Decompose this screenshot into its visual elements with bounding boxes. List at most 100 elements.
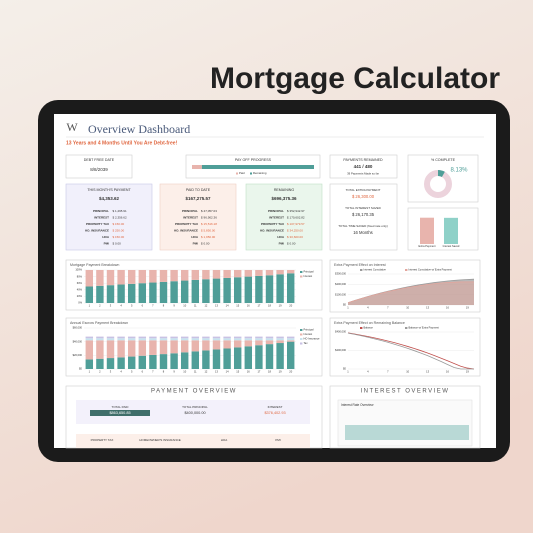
- bar-segment: [106, 338, 115, 341]
- bar-segment: [85, 286, 94, 303]
- panel: [407, 207, 479, 251]
- panel: [329, 317, 481, 377]
- panel: [245, 183, 323, 251]
- panel: [65, 154, 133, 179]
- bar-segment: [286, 336, 295, 339]
- bar-segment: [255, 270, 263, 276]
- label: PROPERTY TAX: [86, 222, 109, 226]
- bar-segment: [96, 270, 104, 286]
- x-tick-label: 2: [99, 370, 101, 374]
- bar-segment: [191, 338, 200, 341]
- bar-segment: [265, 336, 274, 339]
- x-tick-label: 8: [163, 304, 165, 308]
- bar-segment: [127, 336, 136, 339]
- y-tick-label: $60,000: [73, 326, 83, 330]
- bar-segment: [85, 359, 94, 369]
- bar-segment: [286, 273, 295, 303]
- label: $ 1,295.91: [112, 209, 127, 213]
- x-tick-label: 15: [236, 370, 239, 374]
- bar-segment: [138, 340, 147, 356]
- x-tick-label: 19: [466, 306, 469, 310]
- x-tick-label: 16: [247, 370, 250, 374]
- label: $ 0.00: [287, 241, 296, 245]
- x-tick-label: 13: [215, 370, 218, 374]
- bar-segment: [170, 270, 178, 282]
- x-tick-label: 14: [226, 370, 229, 374]
- bar-segment: [244, 340, 253, 347]
- subtitle: 13 Years and 4 Months Until You Are Debt…: [66, 140, 178, 146]
- bar-segment: [244, 346, 253, 369]
- x-tick-label: 5: [131, 370, 133, 374]
- x-tick-label: 1: [89, 304, 91, 308]
- bar-segment: [255, 340, 263, 346]
- x-tick-label: 10: [183, 304, 186, 308]
- x-tick-label: 19: [466, 370, 469, 374]
- x-tick-label: 10: [406, 370, 409, 374]
- bar-segment: [170, 340, 178, 354]
- x-tick-label: 8: [163, 370, 165, 374]
- bar-segment: [117, 357, 125, 369]
- x-tick-label: 4: [367, 370, 369, 374]
- label: INTEREST: [94, 215, 109, 219]
- x-tick-label: 9: [173, 304, 175, 308]
- bar-segment: [180, 338, 189, 341]
- bar-segment: [233, 277, 242, 303]
- bar-segment: [159, 354, 168, 369]
- column-header: HOMEOWNER'S INSURANCE: [139, 438, 181, 442]
- bar-segment: [149, 338, 157, 341]
- x-tick-label: Extra Payment: [418, 244, 435, 248]
- bar-segment: [127, 356, 136, 369]
- x-tick-label: 14: [226, 304, 229, 308]
- label: TOTAL TIME SAVED (fixed rate only): [338, 224, 388, 228]
- bar-segment: [170, 336, 178, 339]
- label: 8.13%: [450, 168, 468, 174]
- bar-segment: [276, 336, 284, 339]
- bar-segment: [180, 340, 189, 353]
- panel: [329, 183, 398, 251]
- bar-segment: [170, 338, 178, 341]
- y-tick-label: $0: [343, 367, 346, 371]
- logo: W: [66, 120, 78, 134]
- x-tick-label: 1: [347, 370, 349, 374]
- bar-segment: [96, 340, 104, 359]
- x-tick-label: 20: [289, 304, 292, 308]
- label: PRINCIPAL: [93, 209, 109, 213]
- bar-segment: [96, 338, 104, 341]
- column-header: PROPERTY TAX: [91, 438, 114, 442]
- bar-segment: [255, 338, 263, 341]
- bar-segment: [117, 336, 125, 339]
- section-title: INTEREST OVERVIEW: [361, 389, 450, 395]
- bar-segment: [212, 278, 221, 303]
- label: HOA: [191, 235, 199, 239]
- rate-band: [345, 425, 469, 440]
- chart-title: Interest Rate Overview: [341, 403, 374, 407]
- bar-segment: [223, 336, 231, 339]
- bar-segment: [191, 336, 200, 339]
- series-line: [347, 332, 474, 370]
- x-tick-label: 4: [120, 304, 122, 308]
- label: $ 47,057.03: [201, 209, 217, 213]
- bar-segment: [127, 340, 136, 357]
- bar-segment: [244, 336, 253, 339]
- x-tick-label: 13: [215, 304, 218, 308]
- bar-segment: [138, 336, 147, 339]
- label: $ 15,516.18: [201, 222, 217, 226]
- bar-segment: [117, 338, 125, 341]
- legend-swatch: [236, 172, 238, 175]
- area-fill: [348, 281, 474, 305]
- bar-segment: [85, 340, 94, 360]
- bar-segment: [212, 340, 221, 350]
- label: $ 0.00: [112, 241, 121, 245]
- bar-segment: [223, 270, 231, 278]
- bar-segment: [265, 270, 274, 276]
- x-tick-label: 4: [367, 306, 369, 310]
- bar-segment: [106, 340, 115, 359]
- label: HO. INSURANCE: [85, 228, 109, 232]
- bar-segment: [85, 338, 94, 341]
- bar-segment: [233, 336, 242, 339]
- label: $ 0.00: [201, 241, 210, 245]
- bar-segment: [149, 354, 157, 369]
- bar-segment: [265, 275, 274, 303]
- column-header: HOA: [221, 438, 228, 442]
- bar-segment: [276, 343, 284, 369]
